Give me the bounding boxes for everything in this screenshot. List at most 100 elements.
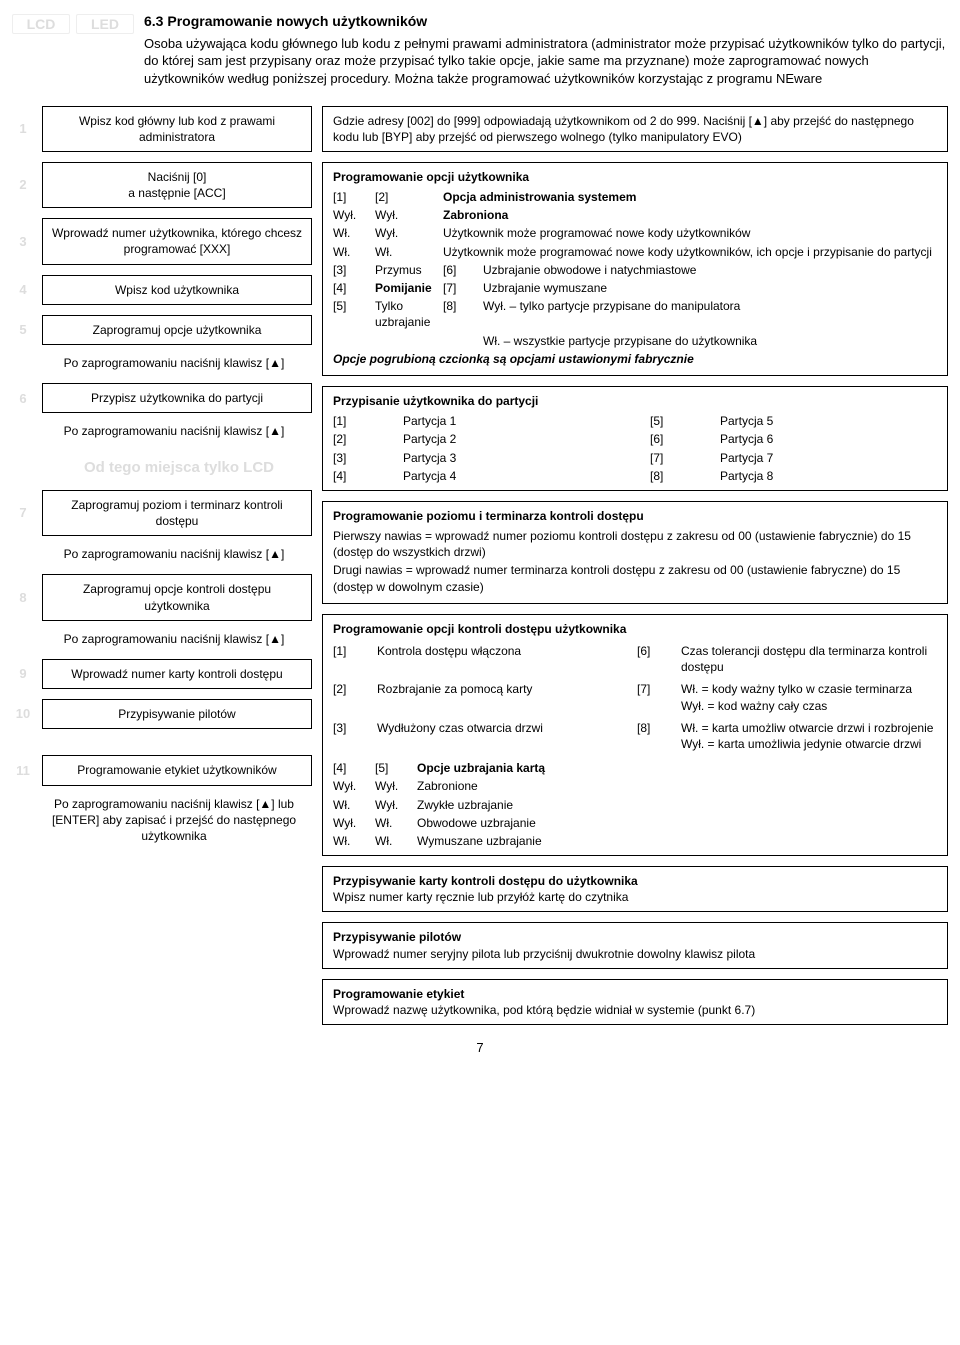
step-11: 11 Programowanie etykiet użytkowników bbox=[12, 755, 312, 785]
step-2: 2 Naciśnij [0] a następnie [ACC] bbox=[12, 162, 312, 208]
p-8: [3] bbox=[333, 450, 373, 466]
note-after-11: Po zaprogramowaniu naciśnij klawisz [▲] … bbox=[12, 796, 312, 847]
arm-h3: Opcje uzbrajania kartą bbox=[417, 760, 937, 776]
step-4: 4 Wpisz kod użytkownika bbox=[12, 275, 312, 305]
opt-4d: Uzbrajanie wymuszane bbox=[483, 280, 937, 296]
step-8: 8 Zaprogramuj opcje kontroli dostępu uży… bbox=[12, 574, 312, 620]
info-remote-body: Wprowadź numer seryjny pilota lub przyci… bbox=[333, 947, 755, 961]
ao2b: Rozbrajanie za pomocą karty bbox=[377, 681, 633, 713]
opt-5d: Wył. – tylko partycje przypisane do mani… bbox=[483, 298, 937, 330]
page-number: 7 bbox=[12, 1039, 948, 1057]
note-after-5: Po zaprogramowaniu naciśnij klawisz [▲] bbox=[12, 355, 312, 373]
opt-h2: [2] bbox=[375, 189, 443, 205]
arm-2-1: Wł. bbox=[375, 815, 417, 831]
p-11: Partycja 7 bbox=[720, 450, 937, 466]
step-2a: Naciśnij [0] bbox=[148, 170, 207, 184]
opt-b3: Użytkownik może programować nowe kody uż… bbox=[443, 225, 937, 241]
opt-b1: Wł. bbox=[333, 225, 375, 241]
step-num-10: 10 bbox=[12, 706, 34, 722]
opt-4b: Pomijanie bbox=[375, 280, 443, 296]
info-card-body: Wpisz numer karty ręcznie lub przyłóż ka… bbox=[333, 890, 628, 904]
step-box-1: Wpisz kod główny lub kod z prawami admin… bbox=[42, 106, 312, 152]
opt-3c: [6] bbox=[443, 262, 483, 278]
step-num-5: 5 bbox=[12, 322, 34, 338]
info-access-level-title: Programowanie poziomu i terminarza kontr… bbox=[333, 508, 937, 524]
opt-h3: Opcja administrowania systemem bbox=[443, 189, 937, 205]
badge-lcd: LCD bbox=[12, 14, 70, 34]
step-6: 6 Przypisz użytkownika do partycji bbox=[12, 383, 312, 413]
step-num-3: 3 bbox=[12, 233, 34, 249]
step-num-6: 6 bbox=[12, 390, 34, 406]
step-num-8: 8 bbox=[12, 590, 34, 606]
arm-h2: [5] bbox=[375, 760, 417, 776]
step-num-9: 9 bbox=[12, 666, 34, 682]
info-labels-title: Programowanie etykiet bbox=[333, 987, 464, 1001]
info-partitions: Przypisanie użytkownika do partycji [1] P… bbox=[322, 386, 948, 491]
section-heading: 6.3 Programowanie nowych użytkowników bbox=[144, 12, 948, 31]
step-num-2: 2 bbox=[12, 177, 34, 193]
ao3d: Wł. = karta umożliw otwarcie drzwi i roz… bbox=[681, 720, 937, 752]
opt-b2: Wył. bbox=[375, 225, 443, 241]
info-partitions-title: Przypisanie użytkownika do partycji bbox=[333, 393, 937, 409]
ao2c: [7] bbox=[637, 681, 677, 713]
opt-c1: Wł. bbox=[333, 244, 375, 260]
step-box-2: Naciśnij [0] a następnie [ACC] bbox=[42, 162, 312, 208]
p-14: [8] bbox=[650, 468, 690, 484]
step-10: 10 Przypisywanie pilotów bbox=[12, 699, 312, 729]
opt-4a: [4] bbox=[333, 280, 375, 296]
info-access-level: Programowanie poziomu i terminarza kontr… bbox=[322, 501, 948, 604]
opt-note: Opcje pogrubioną czcionką są opcjami ust… bbox=[333, 352, 694, 366]
intro-text: Osoba używająca kodu głównego lub kodu z… bbox=[144, 35, 948, 88]
opt-a3: Zabroniona bbox=[443, 207, 937, 223]
step-box-8: Zaprogramuj opcje kontroli dostępu użytk… bbox=[42, 574, 312, 620]
ao1b: Kontrola dostępu włączona bbox=[377, 643, 633, 675]
p-15: Partycja 8 bbox=[720, 468, 937, 484]
arm-2-2: Obwodowe uzbrajanie bbox=[417, 815, 937, 831]
opt-h1: [1] bbox=[333, 189, 375, 205]
p-0: [1] bbox=[333, 413, 373, 429]
arm-3-1: Wł. bbox=[375, 833, 417, 849]
arm-3-2: Wymuszane uzbrajanie bbox=[417, 833, 937, 849]
p-7: Partycja 6 bbox=[720, 431, 937, 447]
arm-2-0: Wył. bbox=[333, 815, 375, 831]
ao3a: [3] bbox=[333, 720, 373, 752]
step-num-7: 7 bbox=[12, 505, 34, 521]
p-12: [4] bbox=[333, 468, 373, 484]
ao1d: Czas tolerancji dostępu dla terminarza k… bbox=[681, 643, 937, 675]
p-6: [6] bbox=[650, 431, 690, 447]
arm-0-0: Wył. bbox=[333, 778, 375, 794]
note-after-6: Po zaprogramowaniu naciśnij klawisz [▲] bbox=[12, 423, 312, 441]
info-user-options-title: Programowanie opcji użytkownika bbox=[333, 169, 937, 185]
step-9: 9 Wprowadź numer karty kontroli dostępu bbox=[12, 659, 312, 689]
access-p2: Drugi nawias = wprowadź numer terminarza… bbox=[333, 562, 937, 594]
p-4: [2] bbox=[333, 431, 373, 447]
step-box-7: Zaprogramuj poziom i terminarz kontroli … bbox=[42, 490, 312, 536]
step-box-4: Wpisz kod użytkownika bbox=[42, 275, 312, 305]
arm-0-2: Zabronione bbox=[417, 778, 937, 794]
info-user-options: Programowanie opcji użytkownika [1] [2] … bbox=[322, 162, 948, 376]
info-access-options-title: Programowanie opcji kontroli dostępu uży… bbox=[333, 621, 937, 637]
access-p1: Pierwszy nawias = wprowadź numer poziomu… bbox=[333, 528, 937, 560]
info-labels-body: Wprowadź nazwę użytkownika, pod którą bę… bbox=[333, 1003, 755, 1017]
opt-a1: Wył. bbox=[333, 207, 375, 223]
step-1: 1 Wpisz kod główny lub kod z prawami adm… bbox=[12, 106, 312, 152]
step-box-11: Programowanie etykiet użytkowników bbox=[42, 755, 312, 785]
step-5: 5 Zaprogramuj opcje użytkownika bbox=[12, 315, 312, 345]
arm-h1: [4] bbox=[333, 760, 375, 776]
step-num-11: 11 bbox=[12, 762, 34, 778]
step-2b: a następnie [ACC] bbox=[128, 186, 225, 200]
lcd-only-label: Od tego miejsca tylko LCD bbox=[12, 452, 312, 480]
opt-5e: Wł. – wszystkie partycje przypisane do u… bbox=[483, 333, 937, 349]
ao2d: Wł. = kody ważny tylko w czasie terminar… bbox=[681, 681, 937, 713]
step-7: 7 Zaprogramuj poziom i terminarz kontrol… bbox=[12, 490, 312, 536]
ao2a: [2] bbox=[333, 681, 373, 713]
header-row: LCD LED 6.3 Programowanie nowych użytkow… bbox=[12, 12, 948, 88]
opt-4c: [7] bbox=[443, 280, 483, 296]
step-num-4: 4 bbox=[12, 282, 34, 298]
ao1a: [1] bbox=[333, 643, 373, 675]
ao3b: Wydłużony czas otwarcia drzwi bbox=[377, 720, 633, 752]
step-3: 3 Wprowadź numer użytkownika, którego ch… bbox=[12, 218, 312, 264]
steps-column: 1 Wpisz kod główny lub kod z prawami adm… bbox=[12, 106, 312, 1026]
main-layout: 1 Wpisz kod główny lub kod z prawami adm… bbox=[12, 106, 948, 1026]
p-13: Partycja 4 bbox=[403, 468, 620, 484]
